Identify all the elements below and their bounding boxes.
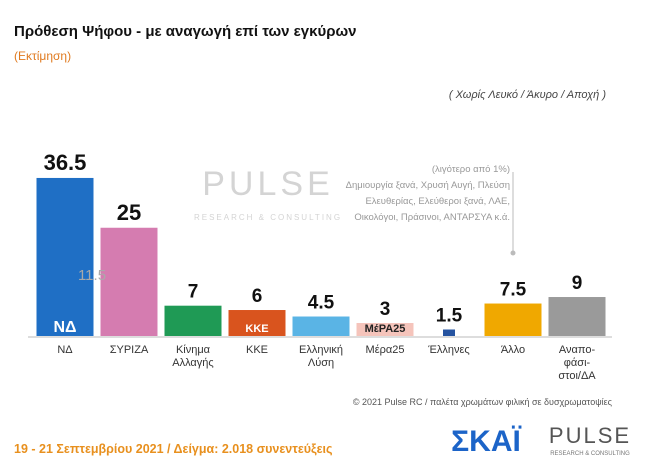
value-label: 1.5 xyxy=(436,306,463,327)
bar-logo: ΜέΡΑ25 xyxy=(365,323,406,335)
x-tick-label: Κίνημα Αλλαγής xyxy=(172,344,214,369)
footer: 19 - 21 Σεπτεμβρίου 2021 / Δείγμα: 2.018… xyxy=(14,442,333,456)
value-label: 6 xyxy=(252,286,263,307)
bar xyxy=(356,323,414,336)
value-label: 3 xyxy=(380,299,391,320)
bar xyxy=(100,227,158,336)
watermark-sub: RESEARCH & CONSULTING xyxy=(194,213,342,222)
other-note: Ελευθερίας, Ελεύθεροι ξανά, ΛΑΕ, xyxy=(365,196,510,207)
value-label: 36.5 xyxy=(44,150,87,175)
bar xyxy=(548,297,606,336)
note: ( Χωρίς Λευκό / Άκυρο / Αποχή ) xyxy=(449,89,606,101)
logo-pulse-sub: RESEARCH & CONSULTING xyxy=(550,451,630,457)
x-tick-label: Αναπο- φάσι- στοι/ΔΑ xyxy=(558,344,596,382)
x-tick-label: ΝΔ xyxy=(57,344,73,356)
bar xyxy=(228,310,286,336)
logo-box xyxy=(438,420,536,460)
leader-dot xyxy=(510,250,516,256)
x-tick-label: Μέρα25 xyxy=(365,344,405,356)
x-tick-label: Άλλο xyxy=(500,344,526,356)
x-tick-label: ΣΥΡΙΖΑ xyxy=(109,344,149,356)
bar xyxy=(443,329,455,336)
other-note: Οικολόγοι, Πράσινοι, ΑΝΤΑΡΣΥΑ κ.ά. xyxy=(354,212,510,223)
copyright: © 2021 Pulse RC / παλέτα χρωμάτων φιλική… xyxy=(353,397,613,407)
value-label: 9 xyxy=(572,273,583,294)
bar xyxy=(484,303,542,336)
value-label: 7.5 xyxy=(500,280,527,301)
x-tick-label: Ελληνική Λύση xyxy=(298,344,344,369)
bar xyxy=(36,177,94,336)
value-label: 7 xyxy=(188,282,199,303)
other-note: (λιγότερο από 1%) xyxy=(432,164,510,175)
bar xyxy=(292,316,350,336)
bar xyxy=(164,305,222,336)
bar-logo: ΝΔ xyxy=(53,319,76,336)
x-tick-label: ΚΚΕ xyxy=(245,344,268,356)
value-label: 4.5 xyxy=(308,293,335,314)
value-label: 25 xyxy=(117,200,141,225)
bar-logo: ΚΚΕ xyxy=(245,323,268,335)
logo-pulse: PULSE xyxy=(549,423,631,448)
logo-skai: ΣΚΑΪ xyxy=(451,425,521,458)
chart-subtitle: (Εκτίμηση) xyxy=(14,49,71,63)
gap-annotation: 11.5 xyxy=(78,267,106,284)
x-tick-label: Έλληνες xyxy=(428,344,470,356)
chart-title: Πρόθεση Ψήφου - με αναγωγή επί των εγκύρ… xyxy=(14,23,357,40)
watermark: PULSE xyxy=(202,165,334,203)
other-note: Δημιουργία ξανά, Χρυσή Αυγή, Πλεύση xyxy=(346,180,510,191)
